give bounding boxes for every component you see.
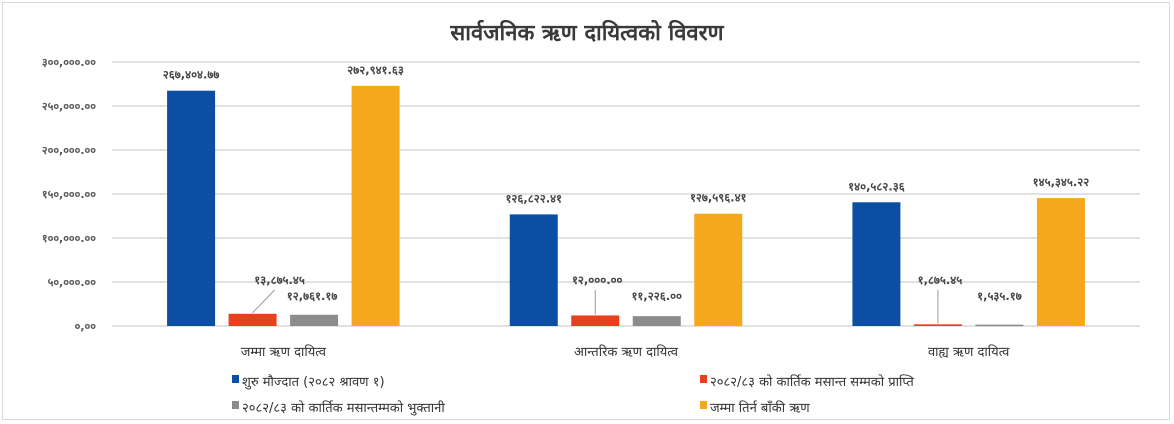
legend-swatch	[232, 375, 239, 383]
bar	[1036, 198, 1085, 326]
bar	[571, 315, 620, 326]
data-label: १२,०००.००	[572, 273, 623, 287]
chart-title: सार्वजनिक ऋण दायित्वको विवरण	[449, 19, 724, 46]
y-tick-label: ०,००	[75, 320, 97, 333]
data-label: १,५३५.१७	[977, 289, 1022, 303]
data-label: १३,८७५.४५	[254, 273, 305, 287]
data-label: १,८७५.४५	[918, 273, 963, 287]
y-tick-label: ३००,०००.००	[42, 56, 96, 69]
data-label: १४५,३४५.२२	[1033, 175, 1090, 189]
legend-label: २०८२/८३ को कार्तिक मसान्त सम्मको प्राप्त…	[710, 374, 914, 390]
bar	[290, 314, 339, 326]
legend-swatch	[232, 401, 239, 409]
data-label: १२,७६१.१७	[287, 289, 338, 303]
bar	[852, 202, 901, 326]
y-tick-label: १५०,०००.००	[42, 188, 96, 201]
legend-swatch	[700, 375, 707, 383]
data-label: २६७,४०४.७७	[163, 68, 220, 82]
data-label: १२६,८२२.४१	[505, 191, 562, 205]
bar	[694, 213, 743, 326]
legend-swatch	[700, 401, 707, 409]
bar	[509, 214, 558, 326]
bar	[975, 324, 1024, 327]
legend-label: २०८२/८३ को कार्तिक मसान्तम्मको भुक्तानी	[242, 400, 445, 416]
data-label: ११,२२६.००	[631, 289, 682, 303]
bar	[632, 316, 681, 326]
x-category-label: जम्मा ऋण दायित्व	[241, 344, 327, 360]
bar	[228, 313, 277, 326]
y-tick-label: २००,०००.००	[42, 144, 96, 157]
legend-label: जम्मा तिर्न बाँकी ऋण	[710, 400, 810, 416]
data-label: १४०,५८२.३६	[848, 179, 905, 193]
y-tick-label: १००,०००.००	[42, 232, 96, 245]
y-tick-label: ५०,०००.००	[48, 276, 97, 289]
legend-label: शुरु मौज्दात (२०८२ श्रावण १)	[242, 374, 385, 390]
bar	[913, 324, 962, 326]
y-tick-label: २५०,०००.००	[42, 100, 96, 113]
data-label: २७२,९४१.६३	[347, 63, 404, 77]
data-label: १२७,५९६.४१	[690, 191, 747, 205]
bar	[167, 90, 216, 326]
leader-line	[252, 289, 275, 314]
bar	[351, 85, 400, 326]
x-category-label: आन्तरिक ऋण दायित्व	[574, 344, 679, 360]
x-category-label: वाह्य ऋण दायित्व	[928, 344, 1010, 360]
